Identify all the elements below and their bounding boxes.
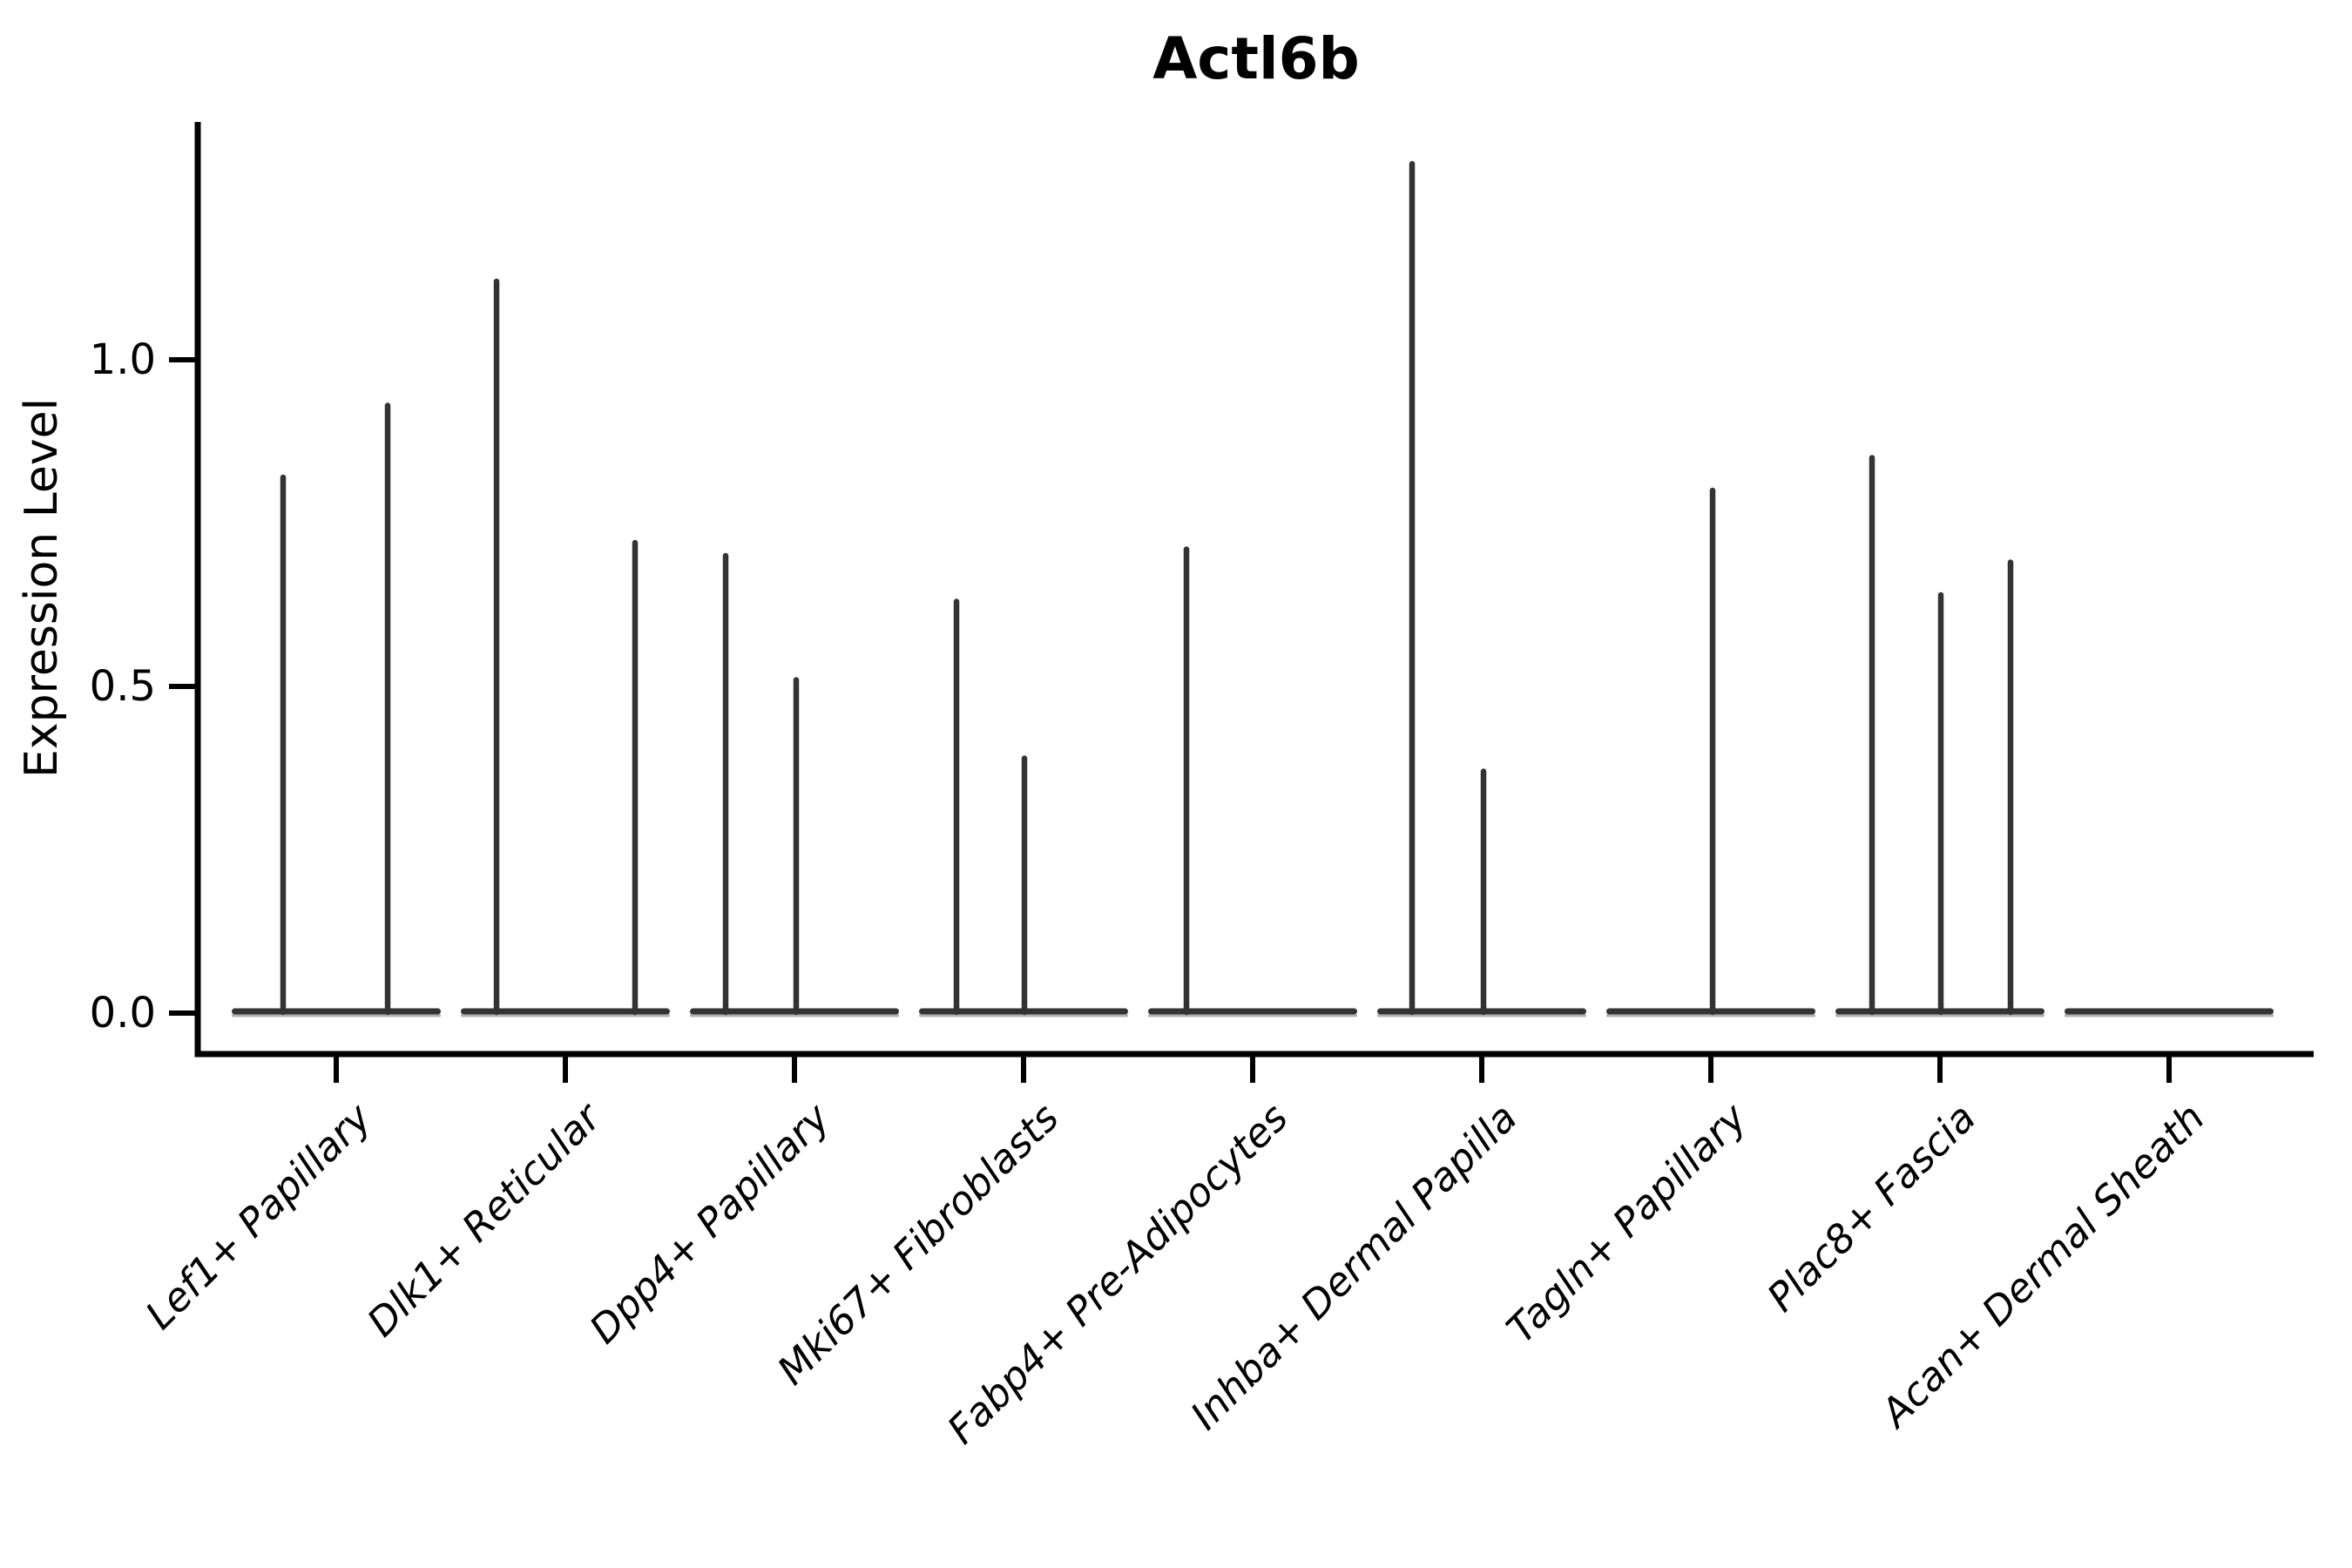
violin-base — [461, 1008, 670, 1015]
violin-base-fill-edge — [1835, 1014, 2044, 1017]
violin-base-fill-edge — [1606, 1014, 1815, 1017]
y-tick-label: 1.0 — [89, 335, 156, 384]
violin-base-fill-edge — [690, 1014, 899, 1017]
violin-base — [232, 1008, 441, 1015]
violin-base-fill-edge — [919, 1014, 1128, 1017]
violin-base-fill-edge — [232, 1014, 441, 1017]
violin-base-fill-edge — [461, 1014, 670, 1017]
violin-base-fill-edge — [2065, 1014, 2274, 1017]
violin-base — [1148, 1008, 1357, 1015]
chart-title: Actl6b — [1152, 25, 1360, 92]
violin-base-fill-edge — [1148, 1014, 1357, 1017]
violin-base-fill-edge — [1377, 1014, 1586, 1017]
y-tick-label: 0.0 — [89, 989, 156, 1037]
y-tick-label: 0.5 — [89, 662, 156, 711]
violin-base — [2065, 1008, 2274, 1015]
